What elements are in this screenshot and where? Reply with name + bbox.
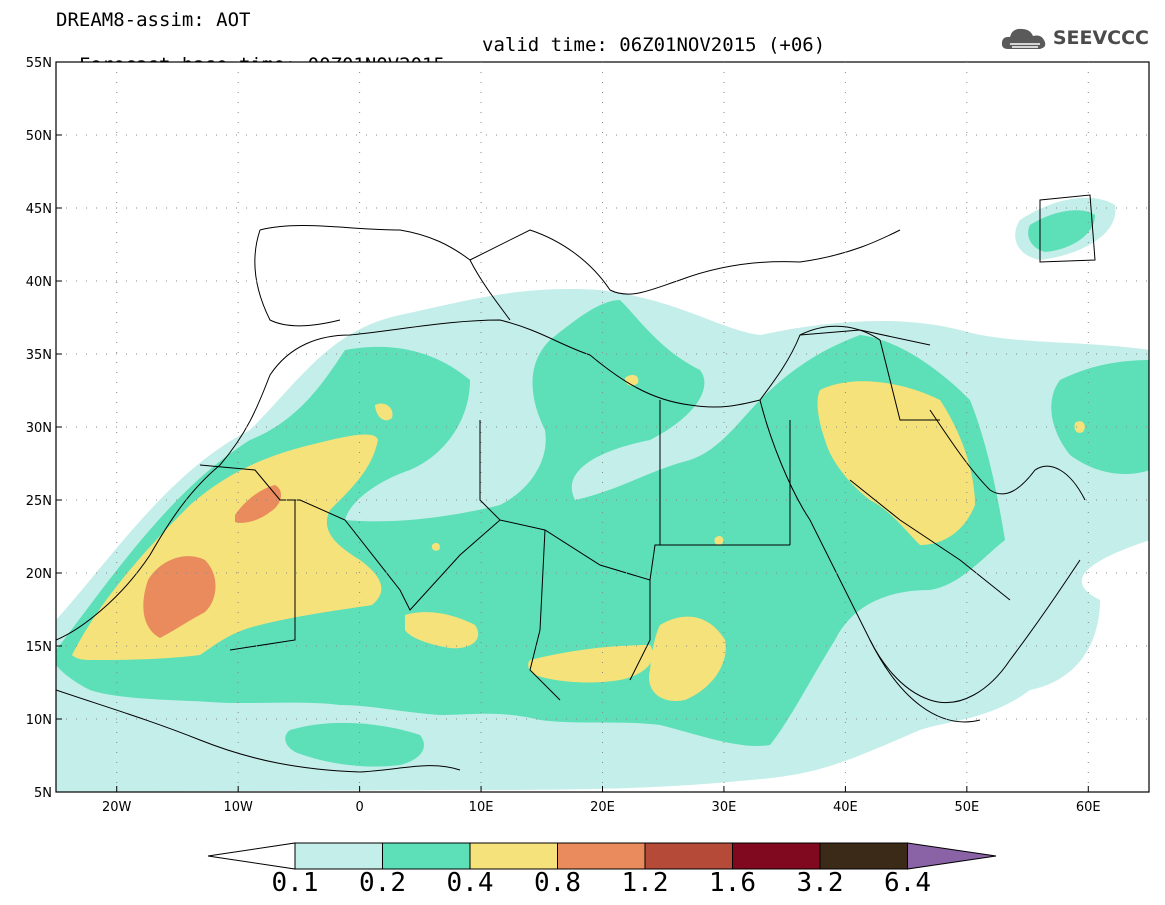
logo-text: SEEVCCC (1052, 27, 1149, 49)
lon-tick-label: 40E (833, 800, 858, 815)
lon-tick-label: 30E (712, 800, 737, 815)
aot-band-0.2 (56, 210, 1149, 767)
lat-tick-label: 5N (34, 786, 52, 801)
title-line-1: DREAM8-assim: AOT (56, 9, 251, 31)
colorbar-label: 6.4 (884, 868, 931, 898)
axis-ticks: 5N 10N 15N 20N 25N 30N 35N 40N 45N 50N 55N 20W 10W 0 1… (26, 56, 1101, 815)
coastlines-borders (56, 194, 1096, 773)
lat-tick-label: 35N (26, 348, 52, 363)
lat-tick-label: 25N (26, 494, 52, 509)
valid-time: valid time: 06Z01NOV2015 (+06) (482, 34, 826, 56)
colorbar-right-arrow (907, 842, 997, 870)
lat-tick-label: 55N (26, 56, 52, 71)
colorbar-box (557, 842, 646, 870)
lat-tick-label: 45N (26, 202, 52, 217)
colorbar-box (469, 842, 558, 870)
lat-tick-label: 20N (26, 567, 52, 582)
colorbar-box (382, 842, 471, 870)
lon-tick-label: 10E (469, 800, 494, 815)
colorbar-label: 1.6 (709, 868, 756, 898)
colorbar-label: 0.2 (359, 868, 406, 898)
lon-tick-label: 0 (355, 800, 363, 815)
lat-tick-label: 30N (26, 421, 52, 436)
lon-tick-label: 10W (223, 800, 253, 815)
lat-tick-label: 50N (26, 129, 52, 144)
lat-tick-label: 40N (26, 275, 52, 290)
colorbar-label: 0.8 (534, 868, 581, 898)
lat-tick-label: 15N (26, 640, 52, 655)
seevccc-logo: SEEVCCC (1000, 22, 1149, 54)
colorbar-box (732, 842, 821, 870)
gridlines (56, 62, 1149, 792)
colorbar-box (294, 842, 383, 870)
lon-tick-label: 60E (1076, 800, 1101, 815)
cloud-icon (1001, 28, 1046, 49)
lat-tick-label: 10N (26, 713, 52, 728)
colorbar-label: 1.2 (621, 868, 669, 898)
colorbar-label: 3.2 (796, 868, 844, 898)
aot-band-0.8 (143, 485, 282, 638)
lon-tick-label: 20E (590, 800, 615, 815)
lon-tick-label: 20W (102, 800, 132, 815)
lon-tick-label: 50E (954, 800, 979, 815)
colorbar-box (819, 842, 908, 870)
colorbar-left-arrow (207, 842, 296, 870)
colorbar-label: 0.1 (271, 868, 319, 898)
colorbar-box (644, 842, 733, 870)
colorbar-label: 0.4 (446, 868, 494, 898)
